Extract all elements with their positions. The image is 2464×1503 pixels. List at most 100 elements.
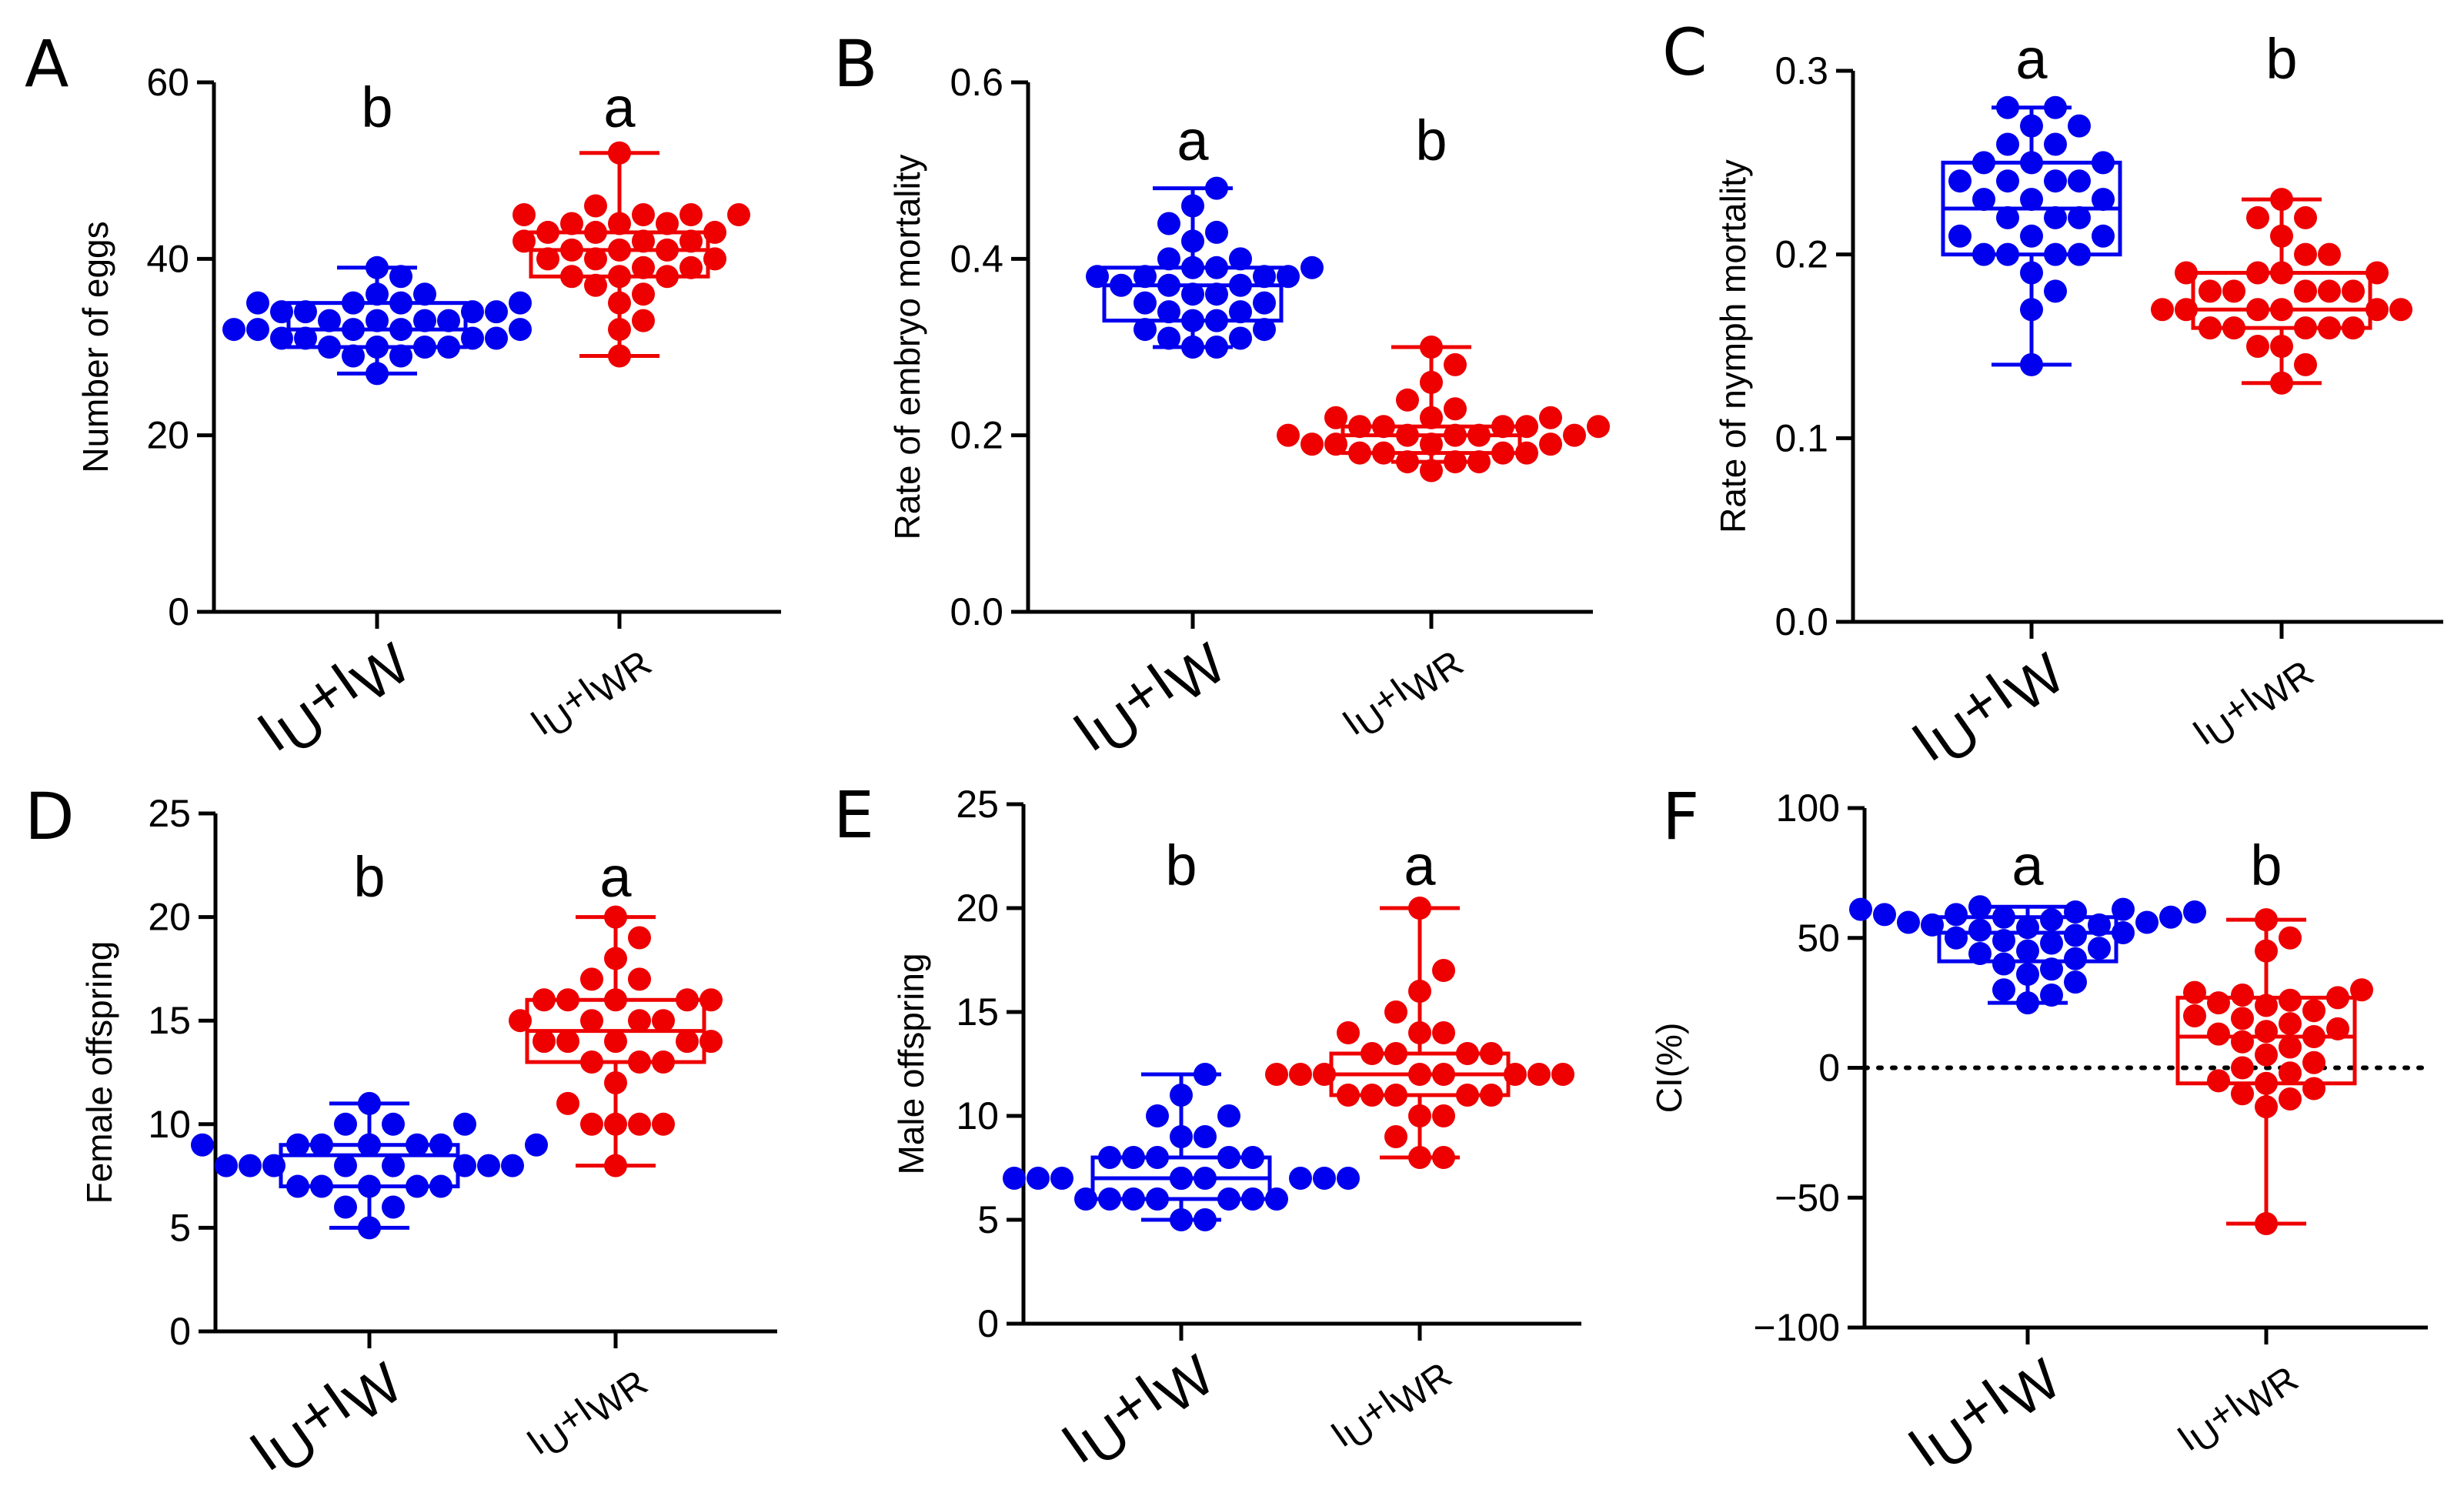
- data-point: [1146, 1146, 1169, 1169]
- data-point: [2199, 316, 2222, 340]
- data-point: [1587, 415, 1610, 439]
- data-point: [2044, 242, 2067, 266]
- data-point: [366, 282, 389, 306]
- data-point: [1539, 406, 1562, 429]
- data-point: [1384, 1084, 1407, 1107]
- data-point: [2255, 1212, 2278, 1235]
- data-point: [2088, 913, 2111, 937]
- data-point: [2246, 261, 2269, 285]
- data-point: [2270, 335, 2293, 358]
- data-point: [2318, 279, 2341, 303]
- data-point: [1241, 1187, 1264, 1211]
- data-point: [2092, 151, 2115, 175]
- data-point: [628, 1112, 651, 1136]
- y-tick-label: −50: [1775, 1176, 1840, 1219]
- data-point: [2092, 188, 2115, 212]
- data-point: [1289, 1167, 1312, 1190]
- y-tick-label: 20: [956, 887, 999, 930]
- data-point: [1992, 978, 2015, 1002]
- data-point: [679, 203, 703, 226]
- data-point: [2183, 1004, 2206, 1027]
- data-point: [580, 967, 603, 991]
- data-point: [608, 291, 631, 315]
- data-point: [1948, 169, 1972, 193]
- data-point: [358, 1133, 381, 1157]
- data-point: [2255, 1071, 2278, 1095]
- significance-letter: b: [1415, 109, 1447, 172]
- data-point: [509, 318, 532, 342]
- data-point: [262, 1154, 285, 1177]
- data-point: [2016, 963, 2039, 986]
- data-point: [2342, 279, 2365, 303]
- data-point: [509, 1009, 532, 1033]
- data-point: [1408, 980, 1431, 1003]
- data-point: [286, 1133, 309, 1157]
- data-point: [2231, 1030, 2254, 1054]
- data-point: [1408, 1104, 1431, 1127]
- data-point: [2231, 1056, 2254, 1080]
- data-point: [1432, 1146, 1455, 1169]
- data-point: [1265, 1187, 1288, 1211]
- data-point: [1515, 441, 1538, 465]
- y-tick-label: 0: [168, 590, 189, 633]
- data-point: [679, 229, 703, 253]
- data-point: [2231, 1082, 2254, 1106]
- y-tick-label: 60: [146, 61, 189, 104]
- data-point: [2302, 1050, 2325, 1074]
- group-2: a IU+IWR: [509, 845, 723, 1465]
- data-point: [2040, 957, 2063, 981]
- panel-letter: A: [25, 26, 68, 102]
- data-point: [2020, 224, 2043, 248]
- significance-letter: a: [599, 845, 632, 909]
- data-point: [2044, 205, 2067, 229]
- data-point: [2294, 316, 2317, 340]
- data-point: [2112, 897, 2135, 921]
- data-point: [2279, 988, 2302, 1012]
- y-tick-label: 0.1: [1775, 416, 1828, 459]
- data-point: [608, 141, 631, 165]
- data-point: [1408, 897, 1431, 920]
- y-tick-label: 15: [956, 990, 999, 1034]
- data-point: [294, 300, 317, 324]
- data-point: [2040, 931, 2063, 955]
- data-point: [1992, 905, 2015, 929]
- data-point: [2318, 242, 2341, 266]
- data-point: [1324, 406, 1347, 429]
- data-point: [608, 318, 631, 342]
- data-point: [1945, 926, 1968, 950]
- data-point: [334, 1195, 357, 1219]
- data-point: [1384, 1042, 1407, 1065]
- data-point: [485, 326, 508, 350]
- data-point: [652, 1112, 675, 1136]
- data-point: [1563, 423, 1586, 447]
- data-point: [2020, 352, 2043, 376]
- data-point: [1289, 1063, 1312, 1086]
- data-point: [2326, 1017, 2349, 1040]
- significance-letter: b: [1165, 833, 1197, 897]
- data-point: [358, 1174, 381, 1198]
- data-point: [1170, 1167, 1193, 1190]
- significance-letter: b: [361, 75, 392, 139]
- data-point: [1361, 1084, 1384, 1107]
- data-point: [1921, 913, 1944, 937]
- y-tick-label: 20: [148, 896, 191, 939]
- data-point: [2068, 169, 2091, 193]
- data-point: [366, 336, 389, 359]
- x-category-label: IU+IWR: [1324, 1348, 1459, 1463]
- data-point: [1968, 942, 1992, 965]
- data-point: [453, 1112, 476, 1136]
- x-category-label: IU+IW: [1896, 1335, 2072, 1491]
- data-point: [1432, 1063, 1455, 1086]
- data-point: [1444, 423, 1467, 447]
- y-tick-label: 15: [148, 999, 191, 1042]
- data-point: [580, 1112, 603, 1136]
- data-point: [1205, 309, 1228, 332]
- data-point: [222, 318, 245, 342]
- group-2: a IU+IWR: [512, 75, 750, 745]
- data-point: [1996, 132, 2019, 156]
- y-tick-label: 0.2: [1775, 233, 1828, 276]
- data-point: [2020, 261, 2043, 285]
- data-point: [1372, 441, 1395, 465]
- data-point: [437, 309, 460, 332]
- y-tick-label: 0.4: [950, 237, 1003, 280]
